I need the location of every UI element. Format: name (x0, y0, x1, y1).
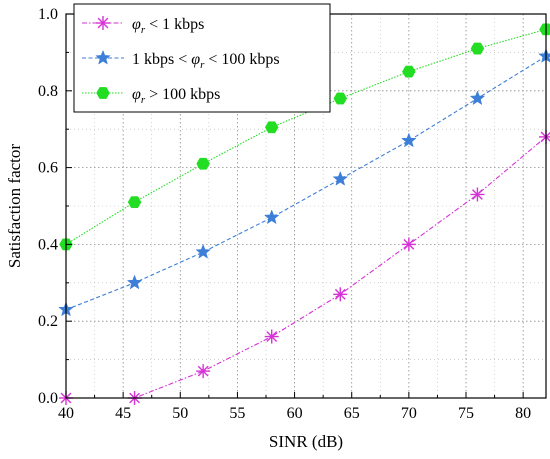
data-point-star (126, 274, 143, 290)
y-axis-title: Satisfaction factor (5, 144, 24, 268)
data-point-asterisk (470, 187, 485, 202)
series-line (66, 136, 547, 399)
data-point-asterisk (196, 364, 211, 379)
y-tick-label: 0.6 (38, 160, 58, 177)
x-tick-label: 60 (287, 405, 303, 422)
data-point-star (538, 48, 550, 63)
series-3 (59, 23, 550, 251)
x-axis-title: SINR (dB) (269, 432, 343, 451)
legend-label: φr > 100 kbps (132, 86, 220, 106)
data-point-hexagon (127, 196, 142, 209)
tick-labels: 40 45 50 55 60 65 70 75 80 0.0 0.2 0.4 0.6 0.8 1.0 (38, 6, 531, 422)
x-tick-label: 70 (401, 405, 417, 422)
y-tick-label: 0.2 (38, 313, 58, 330)
series-layer (58, 23, 550, 405)
data-point-asterisk (333, 287, 348, 302)
legend-entry-2: 1 kbps < φr < 100 kbps (82, 49, 280, 71)
x-tick-label: 65 (344, 405, 360, 422)
legend-label: φr < 1 kbps (132, 16, 204, 36)
series-line (65, 28, 547, 245)
x-tick-label: 75 (458, 405, 474, 422)
data-point-hexagon (470, 42, 485, 55)
data-point-asterisk (539, 129, 550, 144)
series-1 (59, 129, 550, 405)
data-point-star (195, 243, 211, 259)
data-point-asterisk (96, 16, 110, 30)
y-tick-label: 0.8 (38, 83, 58, 100)
x-tick-label: 55 (229, 405, 245, 422)
data-point-star (332, 170, 349, 186)
data-point-star (469, 90, 486, 106)
data-point-star (95, 49, 111, 65)
data-point-asterisk (264, 329, 279, 344)
data-point-star (263, 209, 280, 225)
axis-ticks (65, 13, 524, 399)
legend-entry-3: φr > 100 kbps (82, 86, 220, 106)
data-point-hexagon (96, 87, 110, 99)
data-point-asterisk (401, 237, 416, 252)
x-tick-label: 80 (515, 405, 531, 422)
y-tick-label: 1.0 (38, 6, 58, 23)
legend-label: 1 kbps < φr < 100 kbps (132, 51, 280, 71)
y-tick-label: 0.4 (38, 236, 58, 253)
data-point-hexagon (264, 121, 279, 134)
data-point-hexagon (333, 92, 348, 105)
x-tick-label: 50 (172, 405, 188, 422)
series-line (65, 55, 547, 311)
x-tick-label: 45 (115, 405, 131, 422)
legend: φr < 1 kbps 1 kbps < φr < 100 kbps φr > 10… (73, 3, 331, 113)
data-point-hexagon (402, 65, 416, 78)
x-tick-label: 40 (58, 405, 74, 422)
data-point-hexagon (196, 157, 210, 170)
y-tick-label: 0.0 (38, 390, 58, 407)
data-point-hexagon (539, 23, 550, 36)
data-point-star (401, 132, 417, 148)
legend-entry-1: φr < 1 kbps (82, 16, 204, 36)
